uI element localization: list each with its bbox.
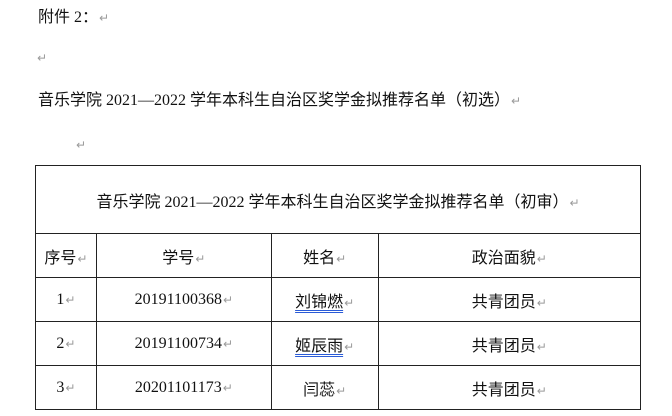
- table-row: 1↵ 20191100368↵ 刘锦燃↵ 共青团员↵: [35, 277, 642, 322]
- table-title-text: 音乐学院 2021—2022 学年本科生自治区奖学金拟推荐名单（初审）: [96, 193, 569, 211]
- cell-student-id: 20201101173↵: [95, 365, 272, 410]
- grammar-flagged-text[interactable]: 刘锦燃: [295, 293, 344, 311]
- cell-political-status: 共青团员↵: [377, 321, 642, 366]
- header-political-status: 政治面貌↵: [377, 233, 642, 278]
- cell-name: 闫蕊↵: [270, 365, 379, 410]
- table-row: 3↵ 20201101173↵ 闫蕊↵ 共青团员↵: [35, 365, 642, 410]
- cell-student-id: 20191100734↵: [95, 321, 272, 366]
- header-no: 序号↵: [35, 233, 97, 278]
- attachment-label: 附件 2：↵: [38, 8, 109, 28]
- attachment-text: 附件 2：: [38, 9, 99, 26]
- cell-student-id: 20191100368↵: [95, 277, 272, 322]
- table-header-row: 序号↵ 学号↵ 姓名↵ 政治面貌↵: [35, 233, 642, 278]
- paragraph-mark: ↵: [99, 11, 110, 25]
- cell-name: 刘锦燃↵: [270, 277, 379, 322]
- cell-no: 3↵: [35, 365, 97, 410]
- cell-political-status: 共青团员↵: [377, 365, 642, 410]
- cell-name: 姬辰雨↵: [270, 321, 379, 366]
- table-row: 2↵ 20191100734↵ 姬辰雨↵ 共青团员↵: [35, 321, 642, 366]
- nominee-table: 音乐学院 2021—2022 学年本科生自治区奖学金拟推荐名单（初审）↵ 序号↵…: [35, 165, 642, 410]
- header-student-id: 学号↵: [95, 233, 272, 278]
- paragraph-mark: ↵: [511, 94, 522, 108]
- header-name: 姓名↵: [270, 233, 379, 278]
- cell-no: 2↵: [35, 321, 97, 366]
- paragraph-mark: ↵: [37, 51, 48, 65]
- document-title-text: 音乐学院 2021—2022 学年本科生自治区奖学金拟推荐名单（初选）: [38, 92, 511, 109]
- grammar-flagged-text[interactable]: 姬辰雨: [295, 337, 344, 355]
- cell-no: 1↵: [35, 277, 97, 322]
- paragraph-mark: ↵: [76, 138, 87, 152]
- cell-political-status: 共青团员↵: [377, 277, 642, 322]
- empty-paragraph: ↵: [75, 135, 86, 155]
- document-title: 音乐学院 2021—2022 学年本科生自治区奖学金拟推荐名单（初选）↵: [38, 91, 521, 111]
- paragraph-mark: ↵: [569, 195, 580, 210]
- empty-paragraph: ↵: [36, 48, 47, 68]
- table-title: 音乐学院 2021—2022 学年本科生自治区奖学金拟推荐名单（初审）↵: [35, 165, 641, 234]
